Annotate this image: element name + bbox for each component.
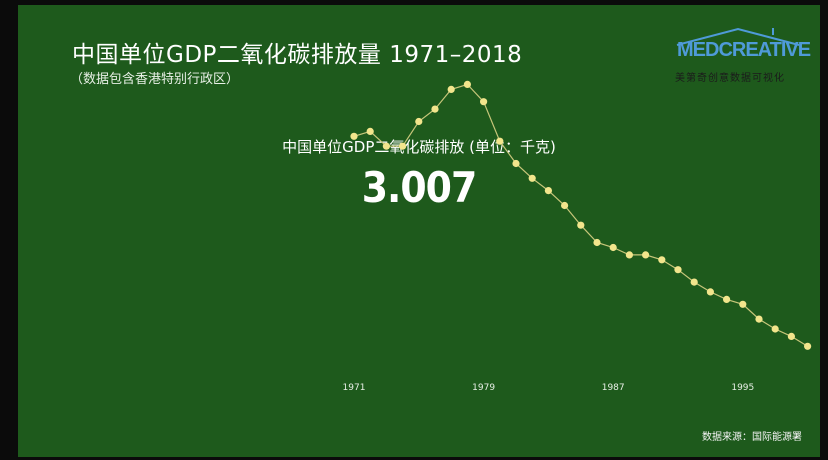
data-point bbox=[625, 251, 634, 259]
data-point bbox=[593, 238, 601, 247]
data-point bbox=[577, 221, 585, 229]
data-point bbox=[690, 278, 698, 286]
x-tick-label: 1987 bbox=[602, 383, 625, 393]
data-point bbox=[739, 300, 747, 308]
data-point bbox=[771, 325, 779, 333]
data-point bbox=[544, 187, 553, 195]
series-line-path bbox=[353, 83, 808, 347]
chart-header-label: 中国单位GDP二氧化碳排放 (单位：千克) bbox=[282, 138, 556, 156]
data-point bbox=[706, 288, 715, 296]
brand-logo: MEDCREATIVE 美第奇创意数据可视化 bbox=[673, 25, 811, 87]
data-point bbox=[658, 256, 666, 264]
data-point bbox=[415, 117, 423, 126]
logo-wordmark: MEDCREATIVE bbox=[677, 39, 811, 61]
data-point bbox=[366, 127, 374, 135]
data-point bbox=[382, 142, 390, 150]
x-axis-ticks: 1971 1979 1987 1995 bbox=[343, 383, 755, 393]
data-point bbox=[447, 85, 455, 93]
x-tick-label: 1995 bbox=[731, 383, 754, 393]
chart-subtitle: （数据包含香港特别行政区） bbox=[70, 72, 240, 87]
data-point bbox=[431, 105, 439, 113]
data-point bbox=[723, 295, 731, 303]
logo-roof-icon bbox=[676, 27, 800, 46]
data-source: 数据来源：国际能源署 bbox=[702, 432, 802, 443]
data-point bbox=[804, 342, 812, 350]
data-point bbox=[528, 174, 536, 182]
data-point bbox=[496, 137, 504, 145]
data-point bbox=[674, 266, 682, 274]
series-points bbox=[350, 80, 812, 350]
data-point bbox=[350, 132, 358, 140]
x-tick-label: 1971 bbox=[343, 383, 366, 393]
data-point bbox=[642, 251, 650, 259]
plot-area: 1971 1979 1987 1995 bbox=[343, 80, 812, 393]
data-point bbox=[561, 201, 569, 210]
data-point bbox=[609, 243, 617, 252]
data-point bbox=[787, 332, 796, 340]
logo-tagline: 美第奇创意数据可视化 bbox=[675, 73, 785, 84]
chart-frame: 中国单位GDP二氧化碳排放量 1971–2018 （数据包含香港特别行政区） M… bbox=[18, 5, 820, 457]
current-value: 3.007 bbox=[361, 163, 478, 212]
chart-header: 中国单位GDP二氧化碳排放 (单位：千克) bbox=[18, 136, 820, 157]
data-point bbox=[512, 159, 520, 168]
data-point bbox=[755, 315, 763, 323]
data-point bbox=[480, 98, 488, 106]
chart-title: 中国单位GDP二氧化碳排放量 1971–2018 bbox=[72, 42, 523, 68]
series-line bbox=[353, 83, 808, 347]
data-point bbox=[463, 80, 471, 88]
data-point bbox=[399, 142, 407, 150]
x-tick-label: 1979 bbox=[472, 383, 495, 393]
